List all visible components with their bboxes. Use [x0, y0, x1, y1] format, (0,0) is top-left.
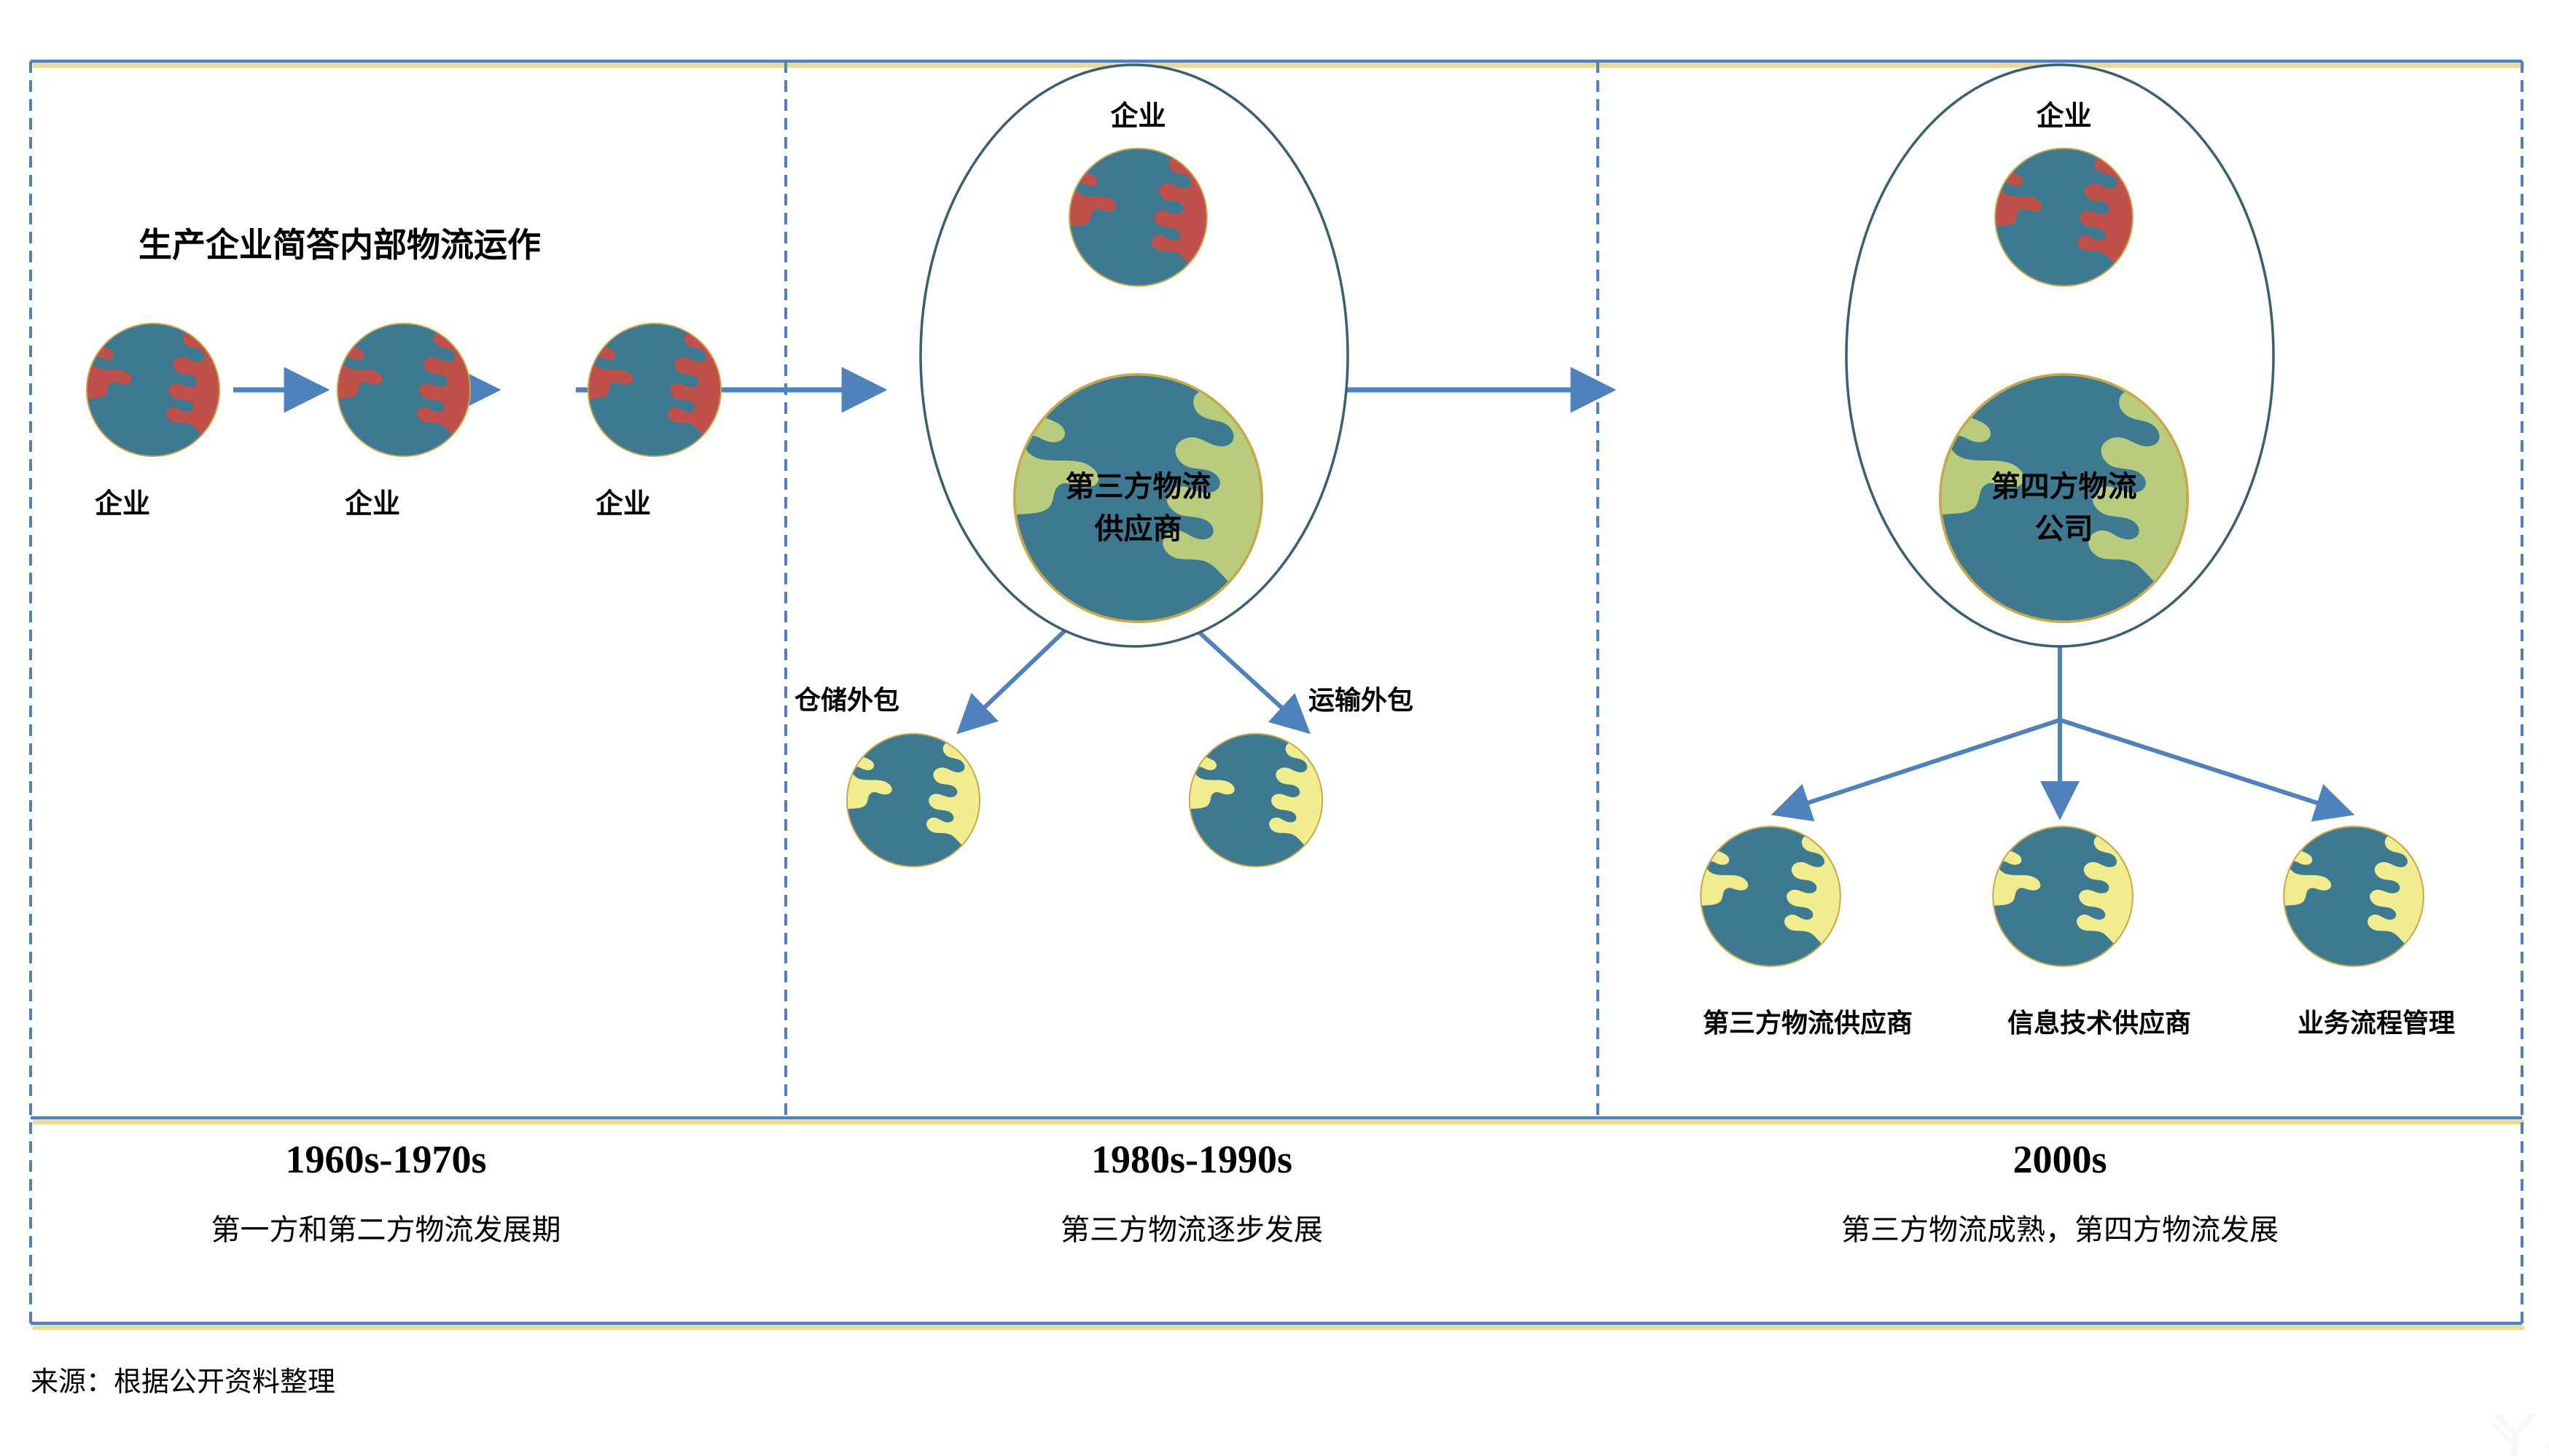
svg-text:亿欧: 亿欧	[2544, 1438, 2549, 1456]
